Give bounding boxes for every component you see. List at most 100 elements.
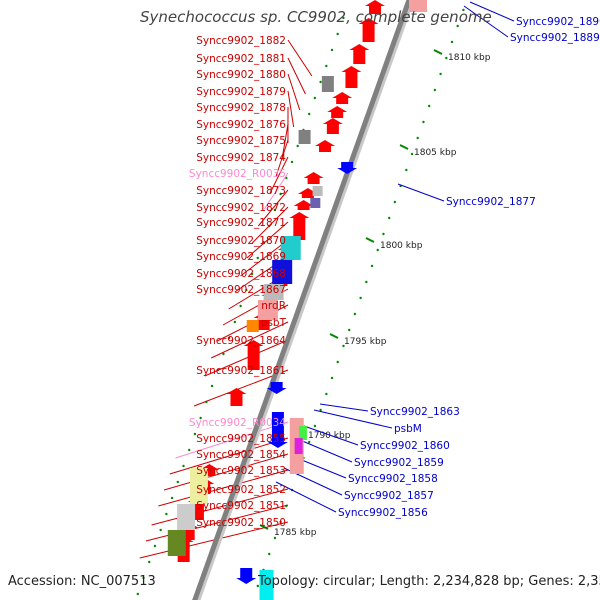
guide-dot [273, 208, 277, 212]
scale-tick [365, 237, 375, 243]
guide-dot [245, 288, 248, 292]
left-gene-label: Syncc9902_1854 [196, 449, 286, 461]
left-gene-label: Syncc9902_1880 [196, 69, 286, 81]
guide-dot [387, 216, 391, 220]
guide-dot [445, 56, 448, 60]
guide-dot [233, 320, 237, 324]
guide-dot [416, 136, 419, 140]
gene-block-yellow [189, 468, 208, 504]
guide-dot [456, 24, 459, 28]
gene-block-magenta [294, 438, 303, 454]
scale-tick-label: 1800 kbp [380, 241, 423, 251]
guide-dot [405, 168, 408, 172]
gene-block-cyan [259, 570, 274, 600]
left-gene-label: Syncc9902_1852 [196, 484, 286, 496]
leader-line [251, 206, 289, 244]
leader-line [313, 409, 393, 429]
leader-line [257, 189, 289, 227]
right-gene-label: Syncc9902_1863 [370, 406, 460, 418]
guide-dot [182, 464, 185, 468]
left-gene-label: psbT [261, 317, 287, 329]
leader-line [299, 439, 353, 463]
guide-dot [210, 384, 214, 388]
leader-line [204, 339, 289, 377]
guide-dot [376, 248, 379, 252]
left-gene-label: Syncc9902_1868 [196, 268, 286, 280]
guide-dot [382, 232, 385, 236]
backbone-line [192, 0, 412, 600]
gene-block-light [177, 504, 196, 530]
leader-line [287, 90, 295, 128]
guide-dot [279, 520, 282, 524]
guide-dot [359, 296, 362, 300]
leader-line [158, 469, 289, 507]
leader-line [287, 39, 313, 77]
forward-gene-arrow [358, 18, 379, 42]
left-gene-label: Syncc9902_1855 [196, 433, 286, 445]
guide-dot [342, 16, 345, 20]
left-gene-label: Syncc9902_1873 [196, 185, 286, 197]
guide-dot [136, 592, 139, 596]
guide-dot [462, 8, 465, 12]
leader-line [287, 57, 306, 95]
guide-dot [227, 336, 231, 340]
guide-dot [336, 360, 339, 364]
forward-gene-arrow [315, 140, 336, 152]
guide-dot [450, 40, 454, 44]
guide-dot [393, 200, 397, 204]
guide-dot [148, 560, 151, 564]
guide-dot [296, 144, 299, 148]
guide-dot [159, 528, 162, 532]
guide-dot [410, 152, 414, 156]
right-gene-label: Syncc9902_1877 [446, 196, 536, 208]
gene-block-green [298, 426, 307, 440]
forward-gene-arrow [243, 340, 264, 370]
gene-block-purple [310, 198, 321, 208]
left-gene-label: Syncc9902_1882 [196, 35, 286, 47]
left-gene-label: Syncc9902_1867 [196, 284, 286, 296]
guide-dot [142, 576, 145, 580]
left-gene-label: Syncc9902_1879 [196, 86, 286, 98]
forward-gene-arrow [322, 118, 343, 134]
right-gene-label: Syncc9902_1858 [348, 473, 438, 485]
reverse-gene-arrow [267, 412, 288, 448]
left-gene-label: Syncc9902_1875 [196, 135, 286, 147]
forward-gene-arrow [226, 388, 247, 406]
left-gene-label: Syncc9902_1881 [196, 53, 286, 65]
guide-dot [330, 376, 334, 380]
left-gene-label: Syncc9902_1861 [196, 365, 286, 377]
forward-gene-arrow [289, 212, 310, 240]
guide-dot [342, 344, 345, 348]
guide-dot [176, 480, 179, 484]
guide-dot [313, 424, 317, 428]
tick-dots [136, 8, 465, 596]
guide-dot [290, 160, 294, 164]
leader-line [163, 453, 289, 491]
guide-dot [422, 120, 425, 124]
guide-dot [330, 48, 334, 52]
guide-dot [319, 408, 322, 412]
gene-block-light [263, 284, 284, 300]
right-gene-label: Syncc9902_1856 [338, 507, 428, 519]
right-gene-label: Syncc9902_1890 [516, 16, 600, 28]
leader-line [319, 403, 369, 412]
guide-dot [256, 584, 259, 588]
left-gene-label: Syncc9902_1872 [196, 202, 286, 214]
guide-dot [165, 512, 168, 516]
leader-line [275, 481, 337, 513]
reverse-gene-arrow [266, 382, 287, 394]
right-labels: Syncc9902_1890 Syncc9902_1889 Syncc9902_18… [338, 16, 600, 519]
right-gene-label: Syncc9902_1857 [344, 490, 434, 502]
guide-dot [439, 72, 442, 76]
scale-tick-label: 1810 kbp [448, 53, 491, 63]
leader-line [240, 239, 289, 277]
gene-block-light [312, 186, 323, 196]
leader-line [303, 425, 359, 446]
left-gene-label: Syncc9902_1864 [196, 335, 286, 347]
genome-backbone [192, 0, 415, 600]
scale-tick [399, 144, 409, 150]
gene-block-blue [272, 260, 293, 284]
guide-dot [365, 280, 368, 284]
forward-gene-arrow [349, 44, 370, 64]
forward-gene-arrow [303, 172, 324, 184]
